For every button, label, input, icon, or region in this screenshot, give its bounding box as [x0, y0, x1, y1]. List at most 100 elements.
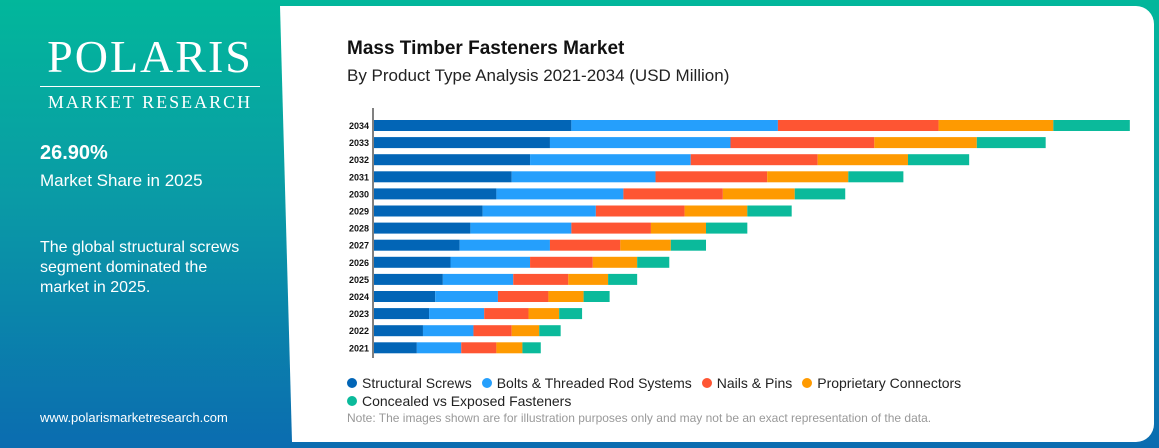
note: Note: The images shown are for illustrat… [347, 411, 932, 425]
sidebar: POLARIS MARKET RESEARCH 26.90% Market Sh… [0, 0, 290, 448]
description: The global structural screws segment dom… [40, 239, 240, 296]
legend-label: Structural Screws [362, 375, 472, 391]
logo-main: POLARIS [47, 31, 253, 82]
bar-segment [484, 308, 529, 320]
bar-segment [848, 171, 904, 183]
bar-segment [450, 256, 531, 268]
bar-segment [670, 239, 707, 251]
bar-segment [592, 256, 638, 268]
bar-chart: 2034 2033 2032 2031 2030 2029 2028 2027 2026 2025… [349, 108, 1130, 358]
bar-segment [422, 325, 474, 337]
bar-segment [374, 222, 471, 234]
bar-segment [461, 342, 497, 354]
bar-segment [528, 308, 560, 320]
bar-segment [874, 137, 977, 149]
bar-segment [374, 154, 531, 166]
bar-segment [777, 120, 939, 131]
bar-segment [559, 308, 583, 320]
bar-segment [655, 171, 768, 183]
y-tick-label: 2030 [349, 189, 369, 199]
bar-segment [496, 342, 523, 354]
bar-segment [767, 171, 849, 183]
bar-segment [722, 188, 795, 200]
bar-segment [690, 154, 818, 166]
bar-segment [522, 342, 541, 354]
bar-segment [706, 222, 748, 234]
bar-segment [817, 154, 908, 166]
bar-segment [442, 273, 514, 285]
legend-dot-icon [481, 378, 492, 388]
bar-segment [907, 154, 970, 166]
bar-segment [429, 308, 485, 320]
bar-segment [730, 137, 875, 149]
bar-segment [620, 239, 671, 251]
legend-label: Nails & Pins [716, 375, 793, 391]
bar-segment [473, 325, 512, 337]
bar-segment [435, 291, 498, 302]
bar-segment [530, 154, 691, 166]
logo-sub: MARKET RESEARCH [47, 92, 253, 112]
bar-segment [374, 308, 430, 320]
y-tick-label: 2022 [349, 326, 369, 336]
market-share-stat: 26.90% [40, 142, 108, 164]
legend-label: Proprietary Connectors [817, 375, 962, 391]
y-tick-label: 2028 [349, 224, 369, 234]
legend-item: Structural Screws [347, 375, 472, 391]
bar-segment [1053, 120, 1130, 131]
y-tick-label: 2024 [349, 292, 369, 302]
bar-segment [374, 256, 451, 268]
bar-segment [374, 342, 417, 354]
bar-segment [374, 137, 550, 149]
bar-segment [374, 273, 443, 285]
y-tick-label: 2027 [349, 241, 369, 251]
website-link[interactable]: www.polarismarketresearch.com [40, 410, 228, 425]
polaris-logo: POLARIS MARKET RESEARCH [40, 34, 260, 113]
bar-segment [374, 120, 572, 131]
bar-segment [549, 239, 621, 251]
bar-segment [530, 256, 593, 268]
bar-segment [976, 137, 1046, 149]
bar-segment [374, 205, 483, 217]
y-tick-label: 2033 [349, 138, 369, 148]
y-tick-label: 2023 [349, 309, 369, 319]
bar-segment [684, 205, 748, 217]
bar-segment [459, 239, 550, 251]
bar-segment [650, 222, 707, 234]
bar-segment [374, 188, 497, 200]
bar-segment [571, 222, 651, 234]
bar-segment [548, 291, 584, 302]
bar-segment [747, 205, 792, 217]
bar-segment [482, 205, 596, 217]
bar-segment [938, 120, 1054, 131]
legend-item: Nails & Pins [701, 375, 793, 391]
bar-segment [583, 291, 610, 302]
legend-item: Bolts & Threaded Rod Systems [481, 375, 692, 391]
bar-segment [595, 205, 685, 217]
legend-label: Bolts & Threaded Rod Systems [496, 375, 692, 391]
y-tick-label: 2034 [349, 121, 369, 131]
y-tick-label: 2025 [349, 275, 369, 285]
bar-segment [416, 342, 462, 354]
market-share-label: Market Share in 2025 [40, 171, 203, 190]
y-tick-label: 2029 [349, 207, 369, 217]
bar-segment [374, 239, 460, 251]
chart-title: Mass Timber Fasteners Market [347, 38, 625, 59]
y-tick-label: 2026 [349, 258, 369, 268]
legend-item: Concealed vs Exposed Fasteners [347, 393, 571, 409]
bar-segment [511, 171, 656, 183]
bar-segment [511, 325, 540, 337]
legend-dot-icon [701, 378, 712, 388]
legend-label: Concealed vs Exposed Fasteners [362, 393, 572, 409]
chart-subtitle: By Product Type Analysis 2021-2034 (USD … [347, 66, 730, 85]
bar-segment [623, 188, 723, 200]
bar-segment [549, 137, 731, 149]
bar-segment [496, 188, 624, 200]
legend-dot-icon [347, 396, 357, 406]
bar-segment [374, 325, 423, 337]
bar-segment [374, 171, 512, 183]
bar-segment [497, 291, 549, 302]
bar-segment [374, 291, 436, 302]
legend-dot-icon [347, 378, 357, 388]
y-tick-label: 2021 [349, 343, 369, 353]
y-tick-label: 2032 [349, 155, 369, 165]
